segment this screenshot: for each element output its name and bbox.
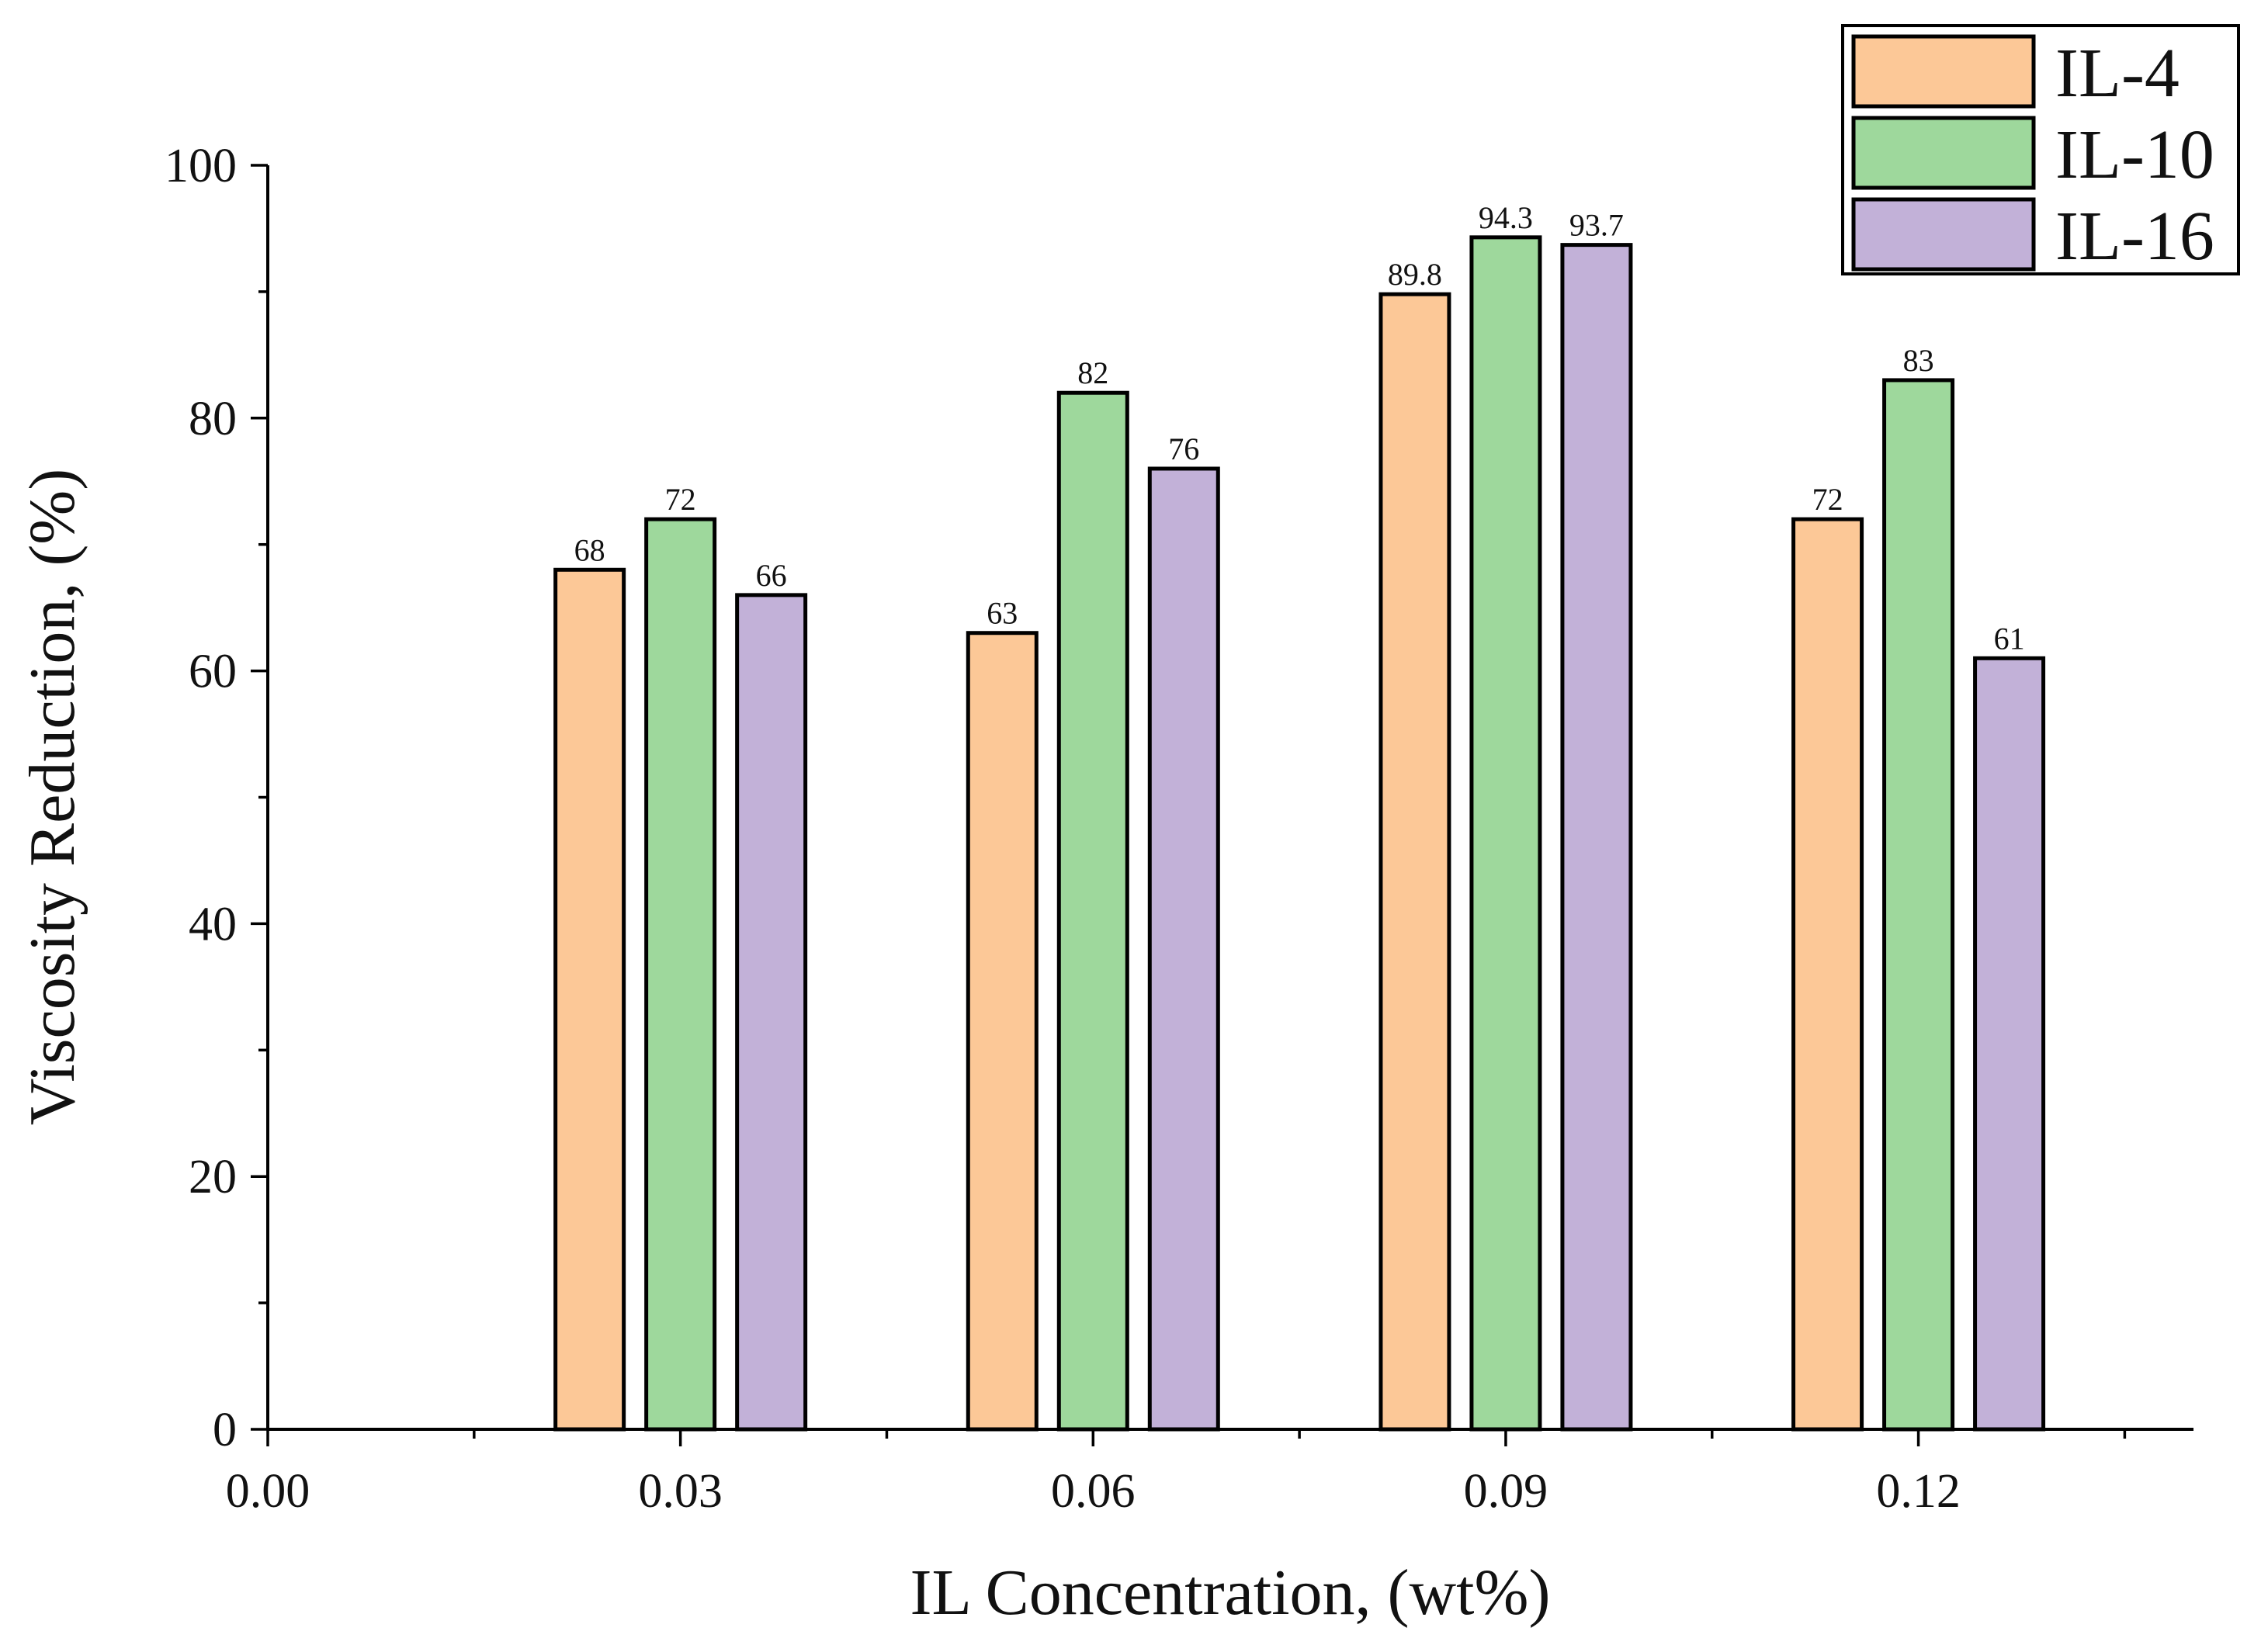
data-label: 72 <box>1812 482 1843 517</box>
legend-label-il-4: IL-4 <box>2055 35 2180 112</box>
x-tick-label: 0.06 <box>1051 1465 1136 1518</box>
data-label: 76 <box>1168 431 1199 466</box>
data-label: 68 <box>574 532 605 567</box>
y-axis-title: Viscosity Reduction, (%) <box>16 469 88 1125</box>
y-tick-label: 20 <box>189 1151 237 1204</box>
data-label: 82 <box>1077 355 1108 390</box>
bar-il-4-0.12 <box>1791 517 1864 1432</box>
data-label: 72 <box>665 482 696 517</box>
bar-il-4-0.06 <box>966 631 1039 1432</box>
data-label: 89.8 <box>1388 257 1442 292</box>
data-label: 93.7 <box>1569 208 1624 243</box>
legend-swatch-il-16 <box>1851 197 2036 272</box>
x-ticks-layer: 0.00 0.03 0.06 0.09 0.12 <box>226 1429 2127 1518</box>
bar-il-16-0.06 <box>1147 466 1220 1432</box>
data-label: 61 <box>1994 621 2025 656</box>
x-tick-label: 0.03 <box>638 1465 723 1518</box>
legend-swatch-il-4 <box>1851 34 2036 109</box>
data-label: 83 <box>1903 343 1934 378</box>
x-tick-label: 0.09 <box>1464 1465 1548 1518</box>
y-tick-label: 80 <box>189 393 237 445</box>
bar-il-4-0.09 <box>1378 292 1451 1432</box>
y-tick-label: 100 <box>165 140 237 192</box>
bar-il-4-0.03 <box>553 567 626 1432</box>
bar-il-16-0.12 <box>1973 656 2046 1432</box>
y-tick-label: 60 <box>189 646 237 698</box>
data-label: 66 <box>756 558 787 593</box>
bars-layer <box>553 235 2046 1432</box>
legend-label-il-16: IL-16 <box>2055 198 2214 275</box>
y-ticks-layer: 0 20 40 60 80 100 <box>165 140 268 1456</box>
bar-il-16-0.09 <box>1560 243 1633 1432</box>
bar-il-10-0.03 <box>644 517 717 1432</box>
data-label: 94.3 <box>1479 200 1533 235</box>
bar-il-10-0.09 <box>1469 235 1542 1432</box>
bar-il-10-0.12 <box>1882 378 1955 1432</box>
legend-label-il-10: IL-10 <box>2055 116 2214 193</box>
bar-il-10-0.06 <box>1056 390 1129 1432</box>
legend-swatch-il-10 <box>1851 116 2036 190</box>
x-axis-title: IL Concentration, (wt%) <box>910 1557 1551 1629</box>
bar-il-16-0.03 <box>735 593 808 1432</box>
data-label: 63 <box>987 596 1018 631</box>
data-labels-layer: 68 72 66 63 82 76 89.8 94.3 93.7 72 83 61 <box>574 200 2025 656</box>
x-tick-label: 0.12 <box>1876 1465 1961 1518</box>
y-tick-label: 40 <box>189 898 237 951</box>
x-tick-label: 0.00 <box>226 1465 310 1518</box>
y-tick-label: 0 <box>213 1404 237 1456</box>
